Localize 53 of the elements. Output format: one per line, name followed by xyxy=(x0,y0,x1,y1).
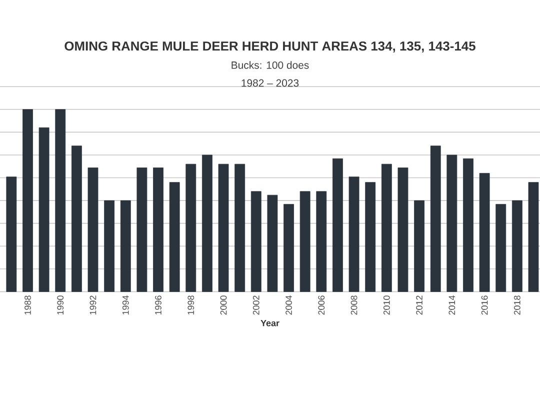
bar xyxy=(479,173,490,292)
bar xyxy=(316,191,327,292)
bar xyxy=(6,176,17,292)
bar xyxy=(186,164,196,292)
text: 1982 – 2023 xyxy=(242,79,299,87)
bar xyxy=(300,191,310,292)
bar xyxy=(136,168,148,292)
x-tick-label: 1990 xyxy=(57,296,64,314)
x-tick-label: 2016 xyxy=(481,296,488,315)
bar xyxy=(22,109,33,292)
x-tick-label: 2012 xyxy=(416,296,422,315)
x-tick-label: 1992 xyxy=(90,296,96,314)
bar xyxy=(218,164,229,292)
x-tick-label: 1998 xyxy=(188,296,194,314)
bar xyxy=(365,182,376,292)
bar xyxy=(234,164,246,292)
x-tick-label: 1994 xyxy=(122,295,129,314)
bar xyxy=(430,146,441,292)
bar xyxy=(55,109,66,292)
bar xyxy=(496,204,506,292)
x-tick-label: 2008 xyxy=(350,296,358,315)
x-tick-label: 2006 xyxy=(318,296,325,315)
x-tick-label: 2004 xyxy=(286,295,292,315)
bar xyxy=(463,158,474,292)
x-tick-label: 2002 xyxy=(252,296,260,315)
bar xyxy=(446,154,458,292)
bar xyxy=(348,176,360,292)
x-tick-label: 2018 xyxy=(514,296,520,315)
x-tick-label: 1988 xyxy=(24,296,31,314)
x-tick-label: 1996 xyxy=(155,296,162,314)
bar xyxy=(120,200,131,292)
x-tick-label: 2010 xyxy=(383,296,390,315)
bar xyxy=(284,204,294,292)
bar xyxy=(202,154,212,292)
x-tick-label: 2014 xyxy=(448,295,456,315)
bar xyxy=(332,158,343,292)
bar xyxy=(528,182,539,292)
bar xyxy=(381,164,392,292)
bar xyxy=(104,200,115,292)
bar xyxy=(88,168,98,292)
x-axis-title: Year xyxy=(260,320,280,326)
bar xyxy=(71,146,82,292)
bar xyxy=(153,168,164,292)
chart-subtitle: Bucks: 100 does xyxy=(232,61,309,69)
bar xyxy=(398,168,408,292)
chart-title: OMING RANGE MULE DEER HERD HUNT AREAS 134, 135, 143-145 xyxy=(64,41,476,53)
bar xyxy=(250,191,262,292)
bar xyxy=(169,182,180,292)
bar xyxy=(267,194,278,292)
x-tick-label: 2000 xyxy=(220,296,227,315)
bar xyxy=(414,200,424,292)
bar xyxy=(512,200,522,292)
bar xyxy=(38,127,50,292)
